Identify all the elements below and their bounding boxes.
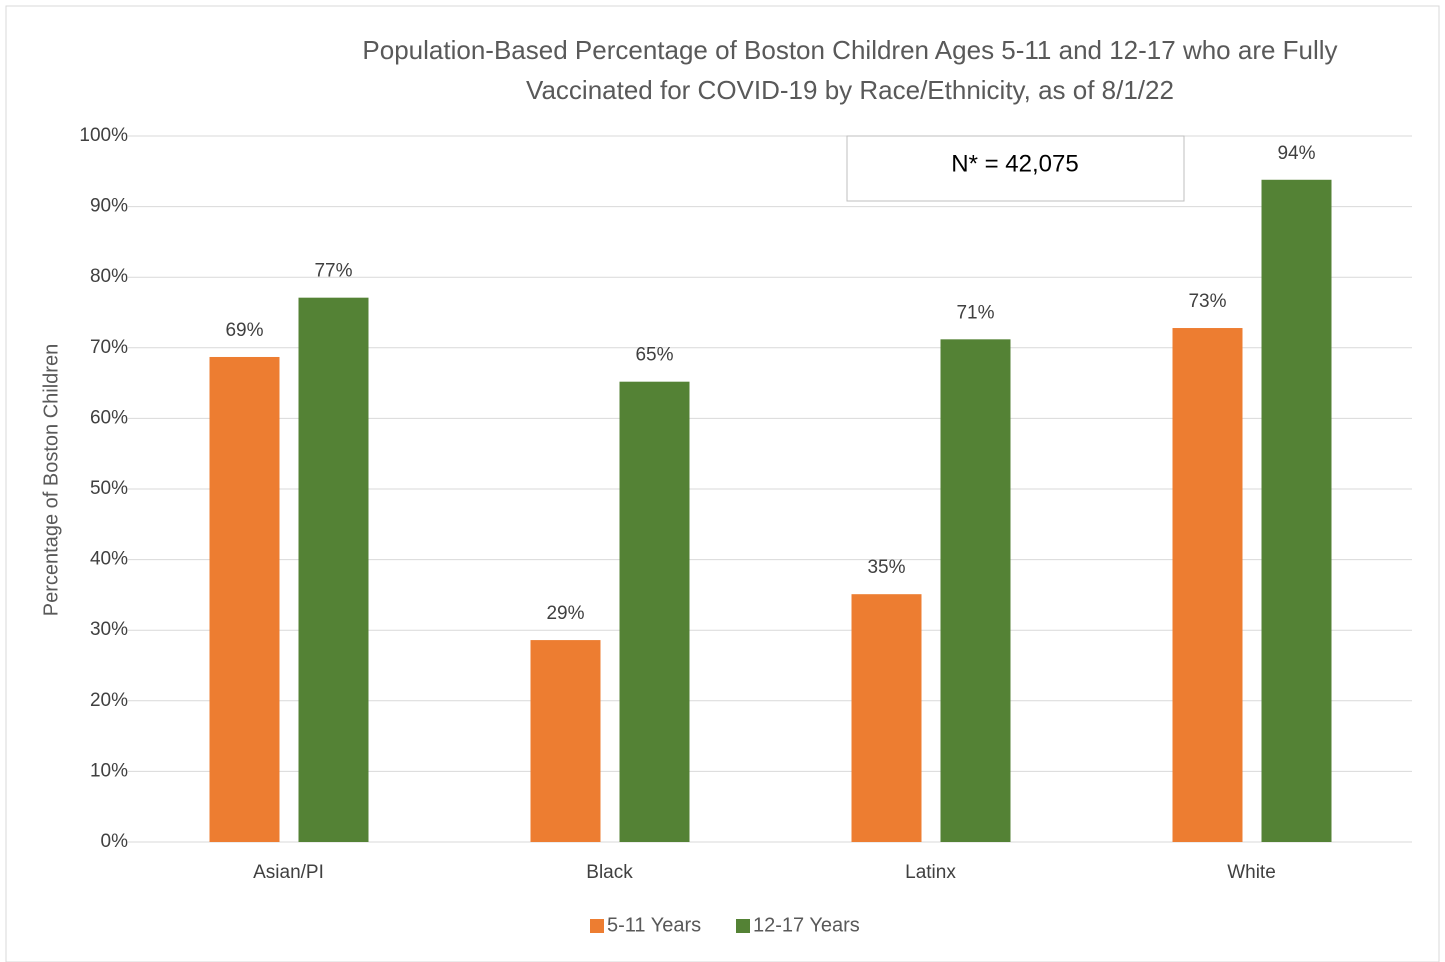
legend-swatch xyxy=(736,919,750,933)
y-tick-label: 50% xyxy=(90,478,128,499)
bar xyxy=(1261,179,1332,843)
x-tick-label: Asian/PI xyxy=(253,862,324,883)
y-tick-label: 0% xyxy=(101,831,129,852)
bar xyxy=(940,339,1011,842)
x-tick-label: Black xyxy=(586,862,633,883)
legend-label: 5-11 Years xyxy=(607,914,701,936)
data-label: 71% xyxy=(956,302,994,323)
plot: 0% 10% 20% 30% 40% 50% 60% 70% 80% 90% 100% Asian/P… xyxy=(79,125,1412,936)
data-label: 94% xyxy=(1277,143,1315,164)
legend-swatch xyxy=(590,919,604,933)
y-axis-label: Percentage of Boston Children xyxy=(40,344,62,616)
y-tick-label: 60% xyxy=(90,407,128,428)
y-tick-label: 100% xyxy=(79,125,128,146)
bar xyxy=(1172,328,1243,843)
bar xyxy=(530,640,601,842)
x-tick-label: Latinx xyxy=(905,862,956,883)
y-tick-label: 40% xyxy=(90,549,128,570)
y-tick-label: 30% xyxy=(90,619,128,640)
data-label: 69% xyxy=(225,320,263,341)
y-tick-label: 10% xyxy=(90,760,128,781)
legend-label: 12-17 Years xyxy=(753,914,860,936)
data-label: 77% xyxy=(314,261,352,282)
data-label: 73% xyxy=(1188,291,1226,312)
annotation-box xyxy=(846,135,1185,202)
data-label: 65% xyxy=(635,345,673,366)
y-tick-label: 90% xyxy=(90,196,128,217)
annotation: N* = 42,075 xyxy=(951,150,1078,177)
x-tick-label: White xyxy=(1227,862,1276,883)
bar xyxy=(298,297,369,842)
data-label: 29% xyxy=(546,603,584,624)
bar xyxy=(209,356,280,842)
y-tick-label: 20% xyxy=(90,690,128,711)
chart-title: Population-Based Percentage of Boston Ch… xyxy=(362,35,1338,105)
y-tick-label: 70% xyxy=(90,337,128,358)
y-tick-label: 80% xyxy=(90,266,128,287)
bar xyxy=(619,381,690,842)
data-label: 35% xyxy=(867,557,905,578)
bar xyxy=(851,594,922,842)
